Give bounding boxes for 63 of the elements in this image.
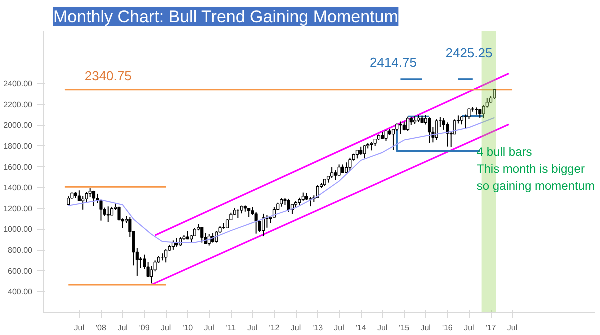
candlestick <box>200 226 204 244</box>
candlestick <box>82 196 85 210</box>
candlestick <box>345 162 348 174</box>
candlestick <box>338 164 341 176</box>
candlestick <box>399 121 402 135</box>
y-tick-label: 1800.00 <box>4 142 34 151</box>
y-tick-label: 1000.00 <box>4 225 34 234</box>
candlestick <box>287 198 290 212</box>
candlestick <box>334 170 338 181</box>
x-tick-label: '09 <box>139 324 150 332</box>
y-tick-label: 800.00 <box>8 246 34 256</box>
candlestick <box>475 107 478 116</box>
annotation: 2425.25 <box>446 46 493 61</box>
chart-title: Monthly Chart: Bull Trend Gaining Momentum <box>54 8 398 26</box>
candlestick <box>435 119 438 141</box>
candlestick <box>363 144 366 160</box>
y-tick-label: 400.00 <box>8 288 34 297</box>
y-tick-label: 1600.00 <box>4 162 34 172</box>
candlestick <box>92 190 96 207</box>
x-tick-label: Jul <box>377 324 388 332</box>
y-tick-label: 1400.00 <box>4 184 34 193</box>
x-tick-label: '10 <box>182 324 194 332</box>
x-tick-label: '13 <box>312 324 324 332</box>
annotation: 4 bull bars This month is bigger so gaining momentum <box>476 145 595 193</box>
x-tick-label: '16 <box>442 324 454 332</box>
x-tick-label: Jul <box>118 324 128 332</box>
annotation: 2414.75 <box>370 54 417 70</box>
candlestick <box>384 130 388 142</box>
x-tick-label: Jul <box>464 324 475 332</box>
x-tick-label: Jul <box>420 324 432 332</box>
candlestick <box>164 248 168 264</box>
candlestick <box>406 116 410 132</box>
x-tick-label: Jul <box>507 324 518 332</box>
x-tick-label: '14 <box>356 324 367 332</box>
x-tick-label: Jul <box>74 324 85 332</box>
candlestick <box>330 166 334 179</box>
x-tick-label: Jul <box>290 324 302 332</box>
x-tick-label: '08 <box>96 324 107 332</box>
x-tick-label: Jul <box>248 324 258 332</box>
annotation: 2340.75 <box>84 68 132 84</box>
candlestick <box>262 213 266 238</box>
candlestick <box>236 209 240 219</box>
x-tick-label: '11 <box>226 324 237 332</box>
candlestick <box>106 206 110 223</box>
y-tick-label: 1200.00 <box>4 204 34 214</box>
candlestick <box>150 266 154 284</box>
x-tick-label: Jul <box>334 324 345 332</box>
candlestick <box>248 208 251 218</box>
candlestick <box>348 157 352 172</box>
x-tick-label: '12 <box>269 324 280 332</box>
candlestick <box>316 185 320 198</box>
x-tick-label: '15 <box>399 324 410 332</box>
candlestick <box>493 88 496 100</box>
y-tick-label: 2200.00 <box>4 100 34 110</box>
y-tick-label: 2400.00 <box>4 80 34 89</box>
y-tick-label: 600.00 <box>8 266 34 276</box>
y-tick-label: 2000.00 <box>4 121 34 130</box>
candlestick <box>254 212 258 234</box>
x-tick-label: Jul <box>204 324 215 332</box>
x-tick-label: Jul <box>160 324 172 332</box>
x-tick-label: '17 <box>486 324 497 332</box>
candlestick <box>428 117 432 144</box>
candlestick <box>172 240 175 250</box>
